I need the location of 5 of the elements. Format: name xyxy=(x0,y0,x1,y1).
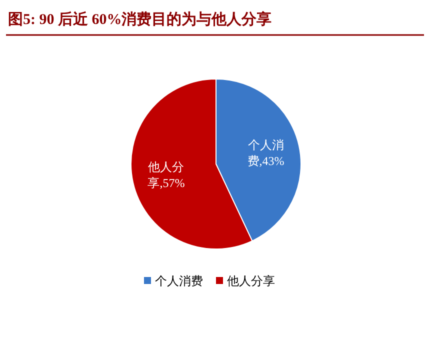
legend-label: 他人分享 xyxy=(227,274,275,288)
legend-label: 个人消费 xyxy=(155,274,203,288)
chart-title: 图5: 90 后近 60%消费目的为与他人分享 xyxy=(8,10,272,28)
data-label: 个人消费,43% xyxy=(247,138,284,168)
data-label: 他人分享,57% xyxy=(148,160,185,190)
